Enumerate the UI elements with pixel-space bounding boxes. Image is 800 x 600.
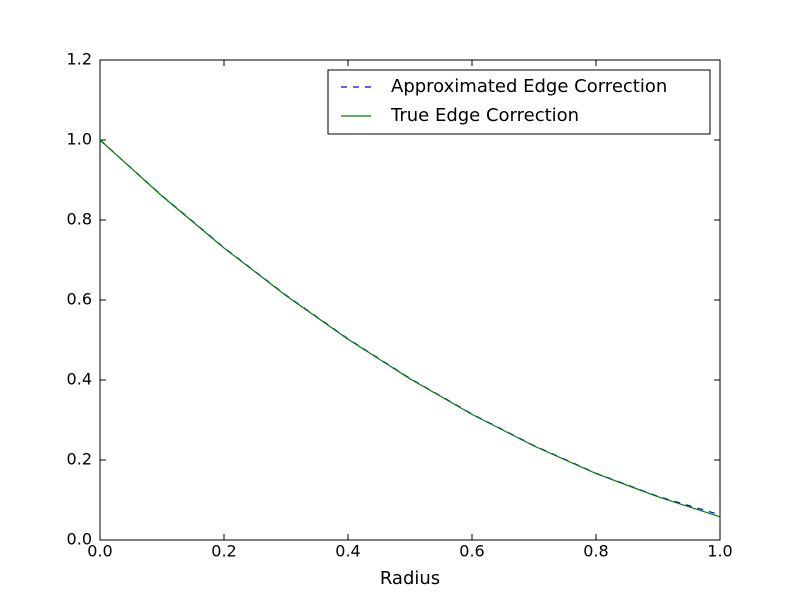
y-tick-label: 0.8	[67, 210, 92, 229]
x-tick-label: 1.0	[707, 542, 732, 561]
y-tick-label: 0.4	[67, 370, 92, 389]
y-tick-label: 1.0	[67, 130, 92, 149]
y-tick-label: 1.2	[67, 50, 92, 69]
legend-label: True Edge Correction	[390, 105, 579, 126]
x-axis-label: Radius	[380, 568, 440, 589]
x-tick-label: 0.4	[335, 542, 360, 561]
x-tick-label: 0.6	[459, 542, 484, 561]
x-tick-label: 0.8	[583, 542, 608, 561]
y-tick-label: 0.0	[67, 530, 92, 549]
legend-box	[327, 69, 711, 135]
y-tick-label: 0.2	[67, 450, 92, 469]
y-tick-label: 0.6	[67, 290, 92, 309]
data-line	[99, 139, 721, 518]
legend-label: Approximated Edge Correction	[391, 76, 667, 97]
x-tick-label: 0.2	[211, 542, 236, 561]
x-tick-label: 0.0	[87, 542, 112, 561]
